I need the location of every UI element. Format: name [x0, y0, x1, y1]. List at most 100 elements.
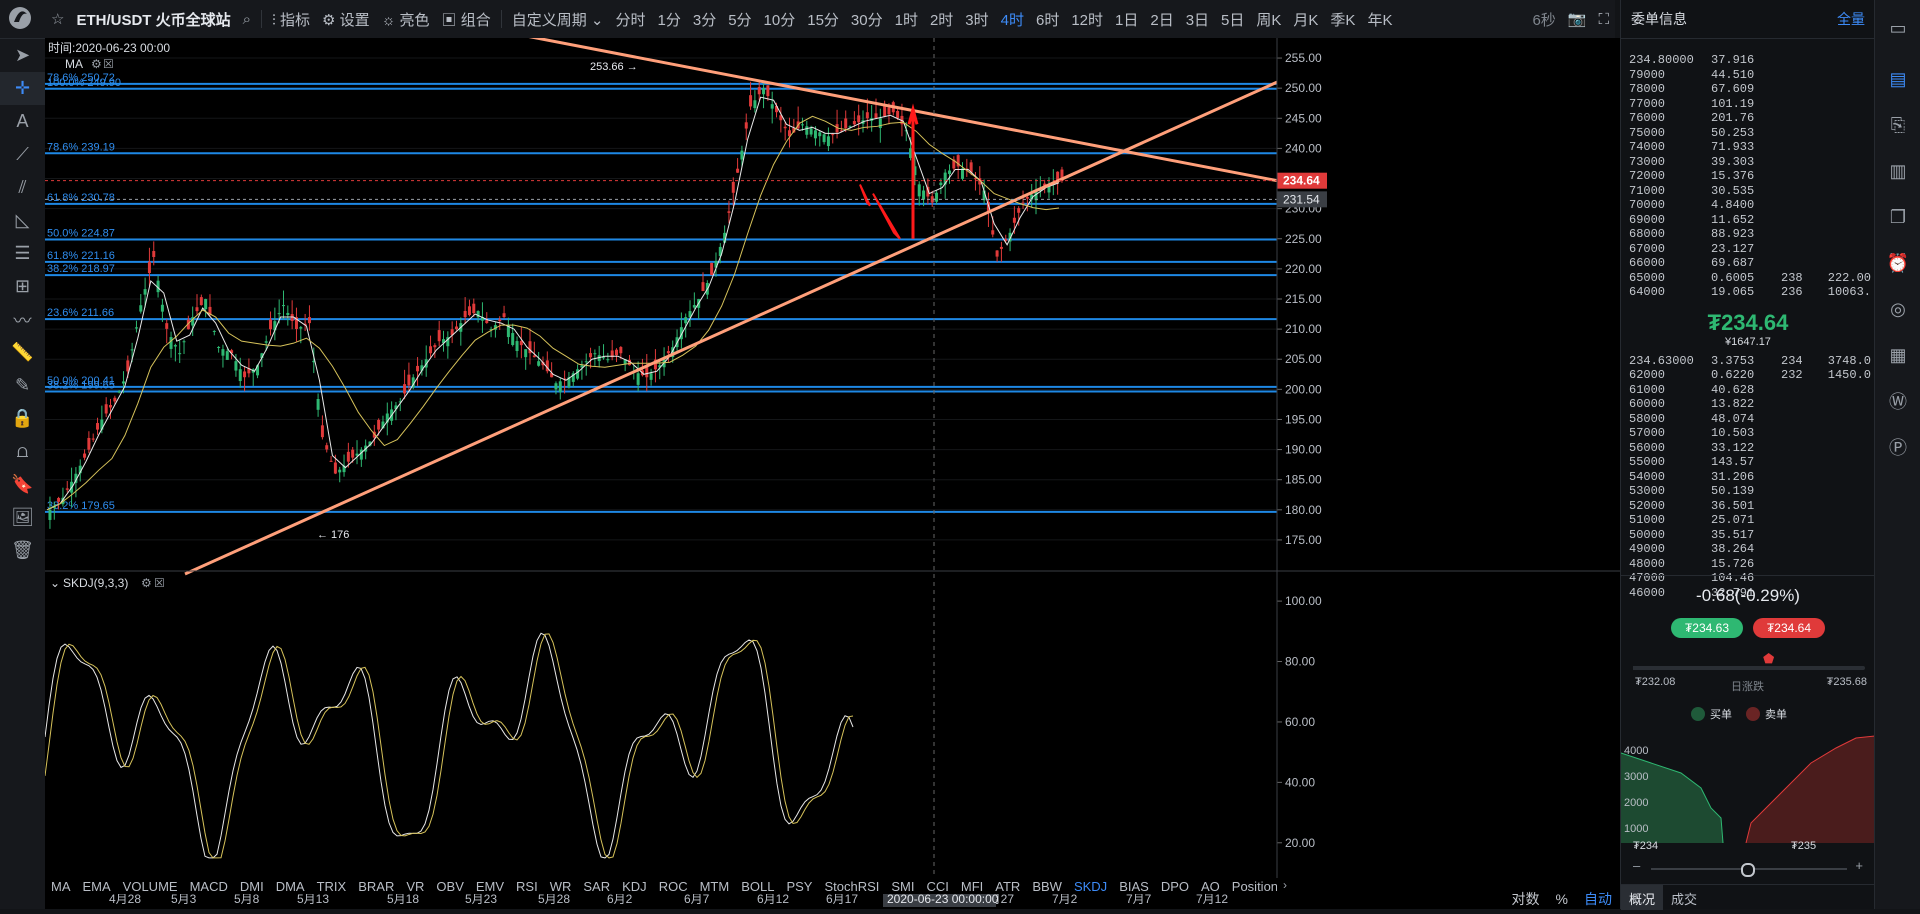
- indicator-tab-5[interactable]: DMA: [275, 878, 305, 894]
- orderbook-icon[interactable]: ▤: [1889, 68, 1907, 89]
- period-tab-13[interactable]: 1日: [1115, 11, 1139, 29]
- zoom-in-icon[interactable]: +: [1855, 858, 1863, 873]
- tab-overview[interactable]: 概况: [1621, 885, 1664, 910]
- indicator-tab-27[interactable]: DPO: [1160, 878, 1189, 894]
- cursor-arrow-icon[interactable]: ➤: [14, 45, 31, 65]
- bid-row[interactable]: 54000 31.206: [1621, 470, 1875, 485]
- camera-icon[interactable]: 📷: [1567, 11, 1587, 28]
- period-tab-14[interactable]: 2日: [1150, 11, 1174, 29]
- bid-price-button[interactable]: ₮234.63: [1671, 618, 1743, 638]
- period-tab-20[interactable]: 年K: [1367, 11, 1393, 29]
- indicator-tab-9[interactable]: OBV: [436, 878, 464, 894]
- period-tab-9[interactable]: 3时: [965, 11, 989, 29]
- period-tab-19[interactable]: 季K: [1330, 11, 1356, 29]
- indicator-tab-17[interactable]: BOLL: [741, 878, 775, 894]
- indicator-button[interactable]: ⫶ 指标: [266, 9, 316, 30]
- ask-price-button[interactable]: ₮234.64: [1753, 618, 1825, 638]
- indicator-tab-14[interactable]: KDJ: [622, 878, 647, 894]
- indicator-tab-21[interactable]: CCI: [926, 878, 949, 894]
- indicator-tab-10[interactable]: EMV: [475, 878, 505, 894]
- calc-icon[interactable]: ▦: [1889, 344, 1907, 365]
- period-tab-16[interactable]: 5日: [1221, 11, 1245, 29]
- line-tool-icon[interactable]: ⟋: [16, 144, 29, 164]
- bid-row[interactable]: 56000 33.122: [1621, 441, 1875, 456]
- zoom-handle[interactable]: [1741, 863, 1755, 877]
- indicator-tab-12[interactable]: WR: [549, 878, 572, 894]
- bid-row[interactable]: 53000 50.139: [1621, 484, 1875, 499]
- bid-row[interactable]: 46000 32.791: [1621, 586, 1875, 601]
- ask-row[interactable]: 67000 23.127: [1621, 242, 1875, 257]
- skdj-toggle-icon[interactable]: ⌄: [50, 576, 60, 590]
- indicator-tab-7[interactable]: BRAR: [358, 878, 395, 894]
- indicator-tab-8[interactable]: VR: [406, 878, 425, 894]
- percent-scale-toggle[interactable]: %: [1555, 891, 1568, 907]
- indicator-tab-24[interactable]: BBW: [1032, 878, 1062, 894]
- orderbook-full-toggle[interactable]: 全量: [1837, 11, 1865, 27]
- compass-icon[interactable]: ◎: [1890, 298, 1906, 319]
- ask-row[interactable]: 68000 88.923: [1621, 227, 1875, 242]
- trades-icon[interactable]: ⎘: [1890, 114, 1906, 135]
- period-tab-12[interactable]: 12时: [1071, 11, 1104, 29]
- indicator-scroll[interactable]: ›: [1277, 878, 1620, 894]
- indicator-tab-13[interactable]: SAR: [583, 878, 611, 894]
- indicator-tab-28[interactable]: AO: [1200, 878, 1220, 894]
- image-icon[interactable]: 🖼: [11, 507, 34, 527]
- tab-trades[interactable]: 成交: [1671, 892, 1698, 907]
- period-tab-4[interactable]: 10分: [763, 11, 796, 29]
- indicator-tab-2[interactable]: VOLUME: [122, 878, 178, 894]
- indicator-tab-11[interactable]: RSI: [516, 878, 538, 894]
- period-tab-17[interactable]: 周K: [1256, 11, 1282, 29]
- combo-button[interactable]: ▣ 组合: [436, 9, 497, 30]
- trendline-support[interactable]: [184, 80, 1278, 576]
- copy-icon[interactable]: ❐: [1889, 206, 1907, 227]
- skdj-label[interactable]: SKDJ(9,3,3): [63, 576, 128, 590]
- settings-button[interactable]: ⚙ 设置: [316, 9, 376, 30]
- magnet-icon[interactable]: ⩍: [16, 441, 29, 461]
- bid-row[interactable]: 60000 13.822: [1621, 397, 1875, 412]
- indicator-tab-25[interactable]: SKDJ: [1073, 878, 1108, 894]
- ruler-icon[interactable]: 📏: [11, 342, 34, 362]
- period-tab-15[interactable]: 3日: [1185, 11, 1210, 29]
- bid-row[interactable]: 61000 40.628: [1621, 383, 1875, 398]
- indicator-tab-6[interactable]: TRIX: [316, 878, 347, 894]
- ma-label[interactable]: MA: [65, 57, 83, 71]
- period-tab-8[interactable]: 2时: [929, 11, 954, 29]
- ask-row[interactable]: 73000 39.303: [1621, 155, 1875, 170]
- auto-scale-toggle[interactable]: 自动: [1584, 891, 1612, 907]
- bid-row[interactable]: 58000 48.074: [1621, 412, 1875, 427]
- channel-tool-icon[interactable]: ⫽: [18, 177, 27, 197]
- log-scale-toggle[interactable]: 对数: [1511, 891, 1540, 907]
- indicator-tab-29[interactable]: Position: [1231, 878, 1279, 894]
- fullscreen-icon[interactable]: ⛶: [1598, 10, 1609, 28]
- trash-icon[interactable]: 🗑: [11, 540, 34, 560]
- bid-row[interactable]: 50000 35.517: [1621, 528, 1875, 543]
- search-icon[interactable]: ⌕: [242, 10, 252, 28]
- indicator-tab-4[interactable]: DMI: [239, 878, 264, 894]
- refresh-interval[interactable]: 6秒: [1532, 11, 1556, 29]
- period-tab-10[interactable]: 4时: [1000, 11, 1024, 29]
- bookmark-icon[interactable]: 🔖: [11, 474, 34, 494]
- app-logo[interactable]: [0, 0, 45, 39]
- skdj-close-icon[interactable]: ☒: [154, 576, 165, 590]
- indicator-tab-3[interactable]: MACD: [189, 878, 228, 894]
- alarm-icon[interactable]: ⏰: [1886, 252, 1910, 273]
- fib-tool-icon[interactable]: ☰: [14, 243, 31, 263]
- bid-row[interactable]: 48000 15.726: [1621, 557, 1875, 572]
- ask-row[interactable]: 75000 50.253: [1621, 126, 1875, 141]
- period-tab-0[interactable]: 分时: [615, 11, 646, 29]
- bid-row[interactable]: 57000 10.503: [1621, 426, 1875, 441]
- ask-row[interactable]: 79000 44.510: [1621, 68, 1875, 83]
- theme-button[interactable]: ☼ 亮色: [376, 9, 436, 30]
- skdj-settings-icon[interactable]: ⚙: [141, 576, 152, 590]
- depth-icon[interactable]: ▥: [1889, 160, 1907, 181]
- wave-tool-icon[interactable]: 〰: [13, 310, 32, 331]
- indicator-tab-16[interactable]: MTM: [699, 878, 730, 894]
- chart-area[interactable]: 78.6% 250.72 100.0% 249.90 78.6% 239.19 61.…: [44, 28, 1761, 909]
- indicator-tab-19[interactable]: StochRSI: [824, 878, 880, 894]
- sidebar-toggle-icon[interactable]: ▭: [1889, 17, 1907, 38]
- indicator-tab-0[interactable]: MA: [51, 878, 71, 894]
- bid-row[interactable]: 49000 38.264: [1621, 542, 1875, 557]
- triangle-tool-icon[interactable]: ◺: [15, 210, 30, 230]
- ma-settings-icon[interactable]: ⚙: [91, 57, 102, 71]
